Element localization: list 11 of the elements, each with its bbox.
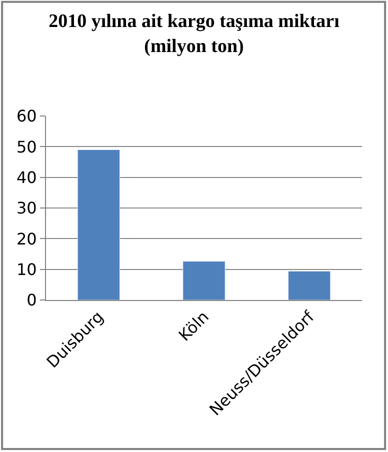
y-tick-label: 40	[16, 168, 37, 187]
chart-title: 2010 yılına ait kargo taşıma miktarı (milyon ton)	[48, 11, 340, 57]
y-tick-label: 10	[16, 260, 37, 279]
y-tick-label: 60	[16, 106, 37, 126]
y-tick-label: 0	[26, 290, 37, 310]
y-tick-label: 50	[16, 137, 37, 156]
y-tick-label: 30	[16, 198, 37, 218]
bar	[77, 149, 120, 300]
y-tick-label: 20	[16, 229, 37, 248]
bar	[182, 261, 226, 300]
bar	[288, 270, 331, 300]
